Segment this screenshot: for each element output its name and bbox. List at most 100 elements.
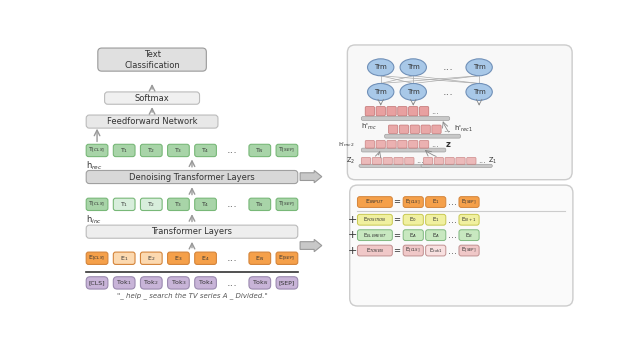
Text: E$_{TOKEN}$: E$_{TOKEN}$ xyxy=(365,246,384,255)
FancyBboxPatch shape xyxy=(372,157,381,164)
Text: z: z xyxy=(446,140,451,149)
Text: E$_{[CLS]}$: E$_{[CLS]}$ xyxy=(88,253,106,263)
FancyBboxPatch shape xyxy=(140,144,162,157)
Text: E$_{[CLS]}$: E$_{[CLS]}$ xyxy=(406,197,421,207)
Text: ...: ... xyxy=(443,87,454,97)
FancyBboxPatch shape xyxy=(403,214,423,225)
Text: h$'_{mc2}$: h$'_{mc2}$ xyxy=(338,140,355,149)
Text: E$_{POSITION}$: E$_{POSITION}$ xyxy=(363,215,387,224)
FancyBboxPatch shape xyxy=(168,144,189,157)
Text: h$_{inc}$: h$_{inc}$ xyxy=(86,214,102,226)
Text: =: = xyxy=(394,231,401,240)
Text: Tok$_3$: Tok$_3$ xyxy=(171,279,186,287)
Ellipse shape xyxy=(400,83,426,101)
FancyBboxPatch shape xyxy=(459,230,479,240)
Text: ...: ... xyxy=(431,107,439,116)
Text: T$_N$: T$_N$ xyxy=(255,200,264,209)
FancyBboxPatch shape xyxy=(195,252,216,265)
Text: ...: ... xyxy=(448,215,457,225)
FancyBboxPatch shape xyxy=(86,115,218,128)
FancyBboxPatch shape xyxy=(423,157,433,164)
Text: T$_3$: T$_3$ xyxy=(174,146,182,155)
FancyBboxPatch shape xyxy=(168,252,189,265)
Text: ...: ... xyxy=(448,246,457,255)
FancyBboxPatch shape xyxy=(86,252,108,265)
Text: E$_{ELEMENT}$: E$_{ELEMENT}$ xyxy=(363,231,387,240)
FancyBboxPatch shape xyxy=(276,198,298,210)
Text: +: + xyxy=(348,246,356,255)
Text: Z$_1$: Z$_1$ xyxy=(488,156,497,166)
Text: ...: ... xyxy=(443,62,454,72)
FancyBboxPatch shape xyxy=(399,125,408,134)
FancyBboxPatch shape xyxy=(362,157,371,164)
FancyBboxPatch shape xyxy=(376,140,385,148)
Text: E$_N$: E$_N$ xyxy=(255,254,264,263)
Ellipse shape xyxy=(466,59,492,76)
FancyBboxPatch shape xyxy=(459,196,479,207)
FancyBboxPatch shape xyxy=(426,245,446,256)
FancyBboxPatch shape xyxy=(86,144,108,157)
FancyBboxPatch shape xyxy=(421,125,430,134)
FancyBboxPatch shape xyxy=(403,196,423,207)
FancyBboxPatch shape xyxy=(348,45,572,180)
Text: ...: ... xyxy=(227,199,238,209)
FancyBboxPatch shape xyxy=(98,48,206,71)
Text: T$_4$: T$_4$ xyxy=(202,146,210,155)
Text: T$_3$: T$_3$ xyxy=(174,200,182,209)
Text: E$_{[SEP]}$: E$_{[SEP]}$ xyxy=(461,246,477,255)
Text: E$_{[CLS]}$: E$_{[CLS]}$ xyxy=(406,246,421,255)
FancyBboxPatch shape xyxy=(113,252,135,265)
Text: E$_A$: E$_A$ xyxy=(410,231,417,240)
Text: [CLS]: [CLS] xyxy=(89,280,106,285)
FancyBboxPatch shape xyxy=(86,277,108,289)
Text: ...: ... xyxy=(448,230,457,240)
FancyBboxPatch shape xyxy=(276,277,298,289)
FancyBboxPatch shape xyxy=(249,252,271,265)
Text: T$_{[SEP]}$: T$_{[SEP]}$ xyxy=(278,146,296,155)
FancyBboxPatch shape xyxy=(195,277,216,289)
FancyBboxPatch shape xyxy=(376,106,385,116)
Text: +: + xyxy=(348,230,356,240)
FancyBboxPatch shape xyxy=(387,106,396,116)
Text: ...: ... xyxy=(431,140,439,149)
FancyBboxPatch shape xyxy=(421,164,492,168)
FancyBboxPatch shape xyxy=(358,214,392,225)
Text: Softmax: Softmax xyxy=(134,94,170,103)
FancyBboxPatch shape xyxy=(408,140,418,148)
FancyBboxPatch shape xyxy=(168,198,189,210)
Text: ...: ... xyxy=(478,156,486,165)
Text: E$_1$: E$_1$ xyxy=(432,198,440,207)
FancyBboxPatch shape xyxy=(456,157,465,164)
FancyBboxPatch shape xyxy=(113,198,135,210)
Text: Trm: Trm xyxy=(407,89,420,95)
FancyBboxPatch shape xyxy=(397,140,407,148)
FancyBboxPatch shape xyxy=(388,125,397,134)
Text: E$_1$: E$_1$ xyxy=(120,254,129,263)
Text: ...: ... xyxy=(227,278,238,288)
Text: h$'_{rec1}$: h$'_{rec1}$ xyxy=(454,124,472,134)
FancyBboxPatch shape xyxy=(86,198,108,210)
Text: E$_0$: E$_0$ xyxy=(410,215,417,224)
FancyBboxPatch shape xyxy=(249,277,271,289)
FancyBboxPatch shape xyxy=(276,252,298,265)
FancyBboxPatch shape xyxy=(403,245,423,256)
FancyBboxPatch shape xyxy=(113,277,135,289)
Text: E$_{INPUT}$: E$_{INPUT}$ xyxy=(365,198,385,207)
FancyBboxPatch shape xyxy=(419,140,429,148)
Text: T$_{[CLS]}$: T$_{[CLS]}$ xyxy=(88,146,106,155)
Text: T$_2$: T$_2$ xyxy=(147,200,156,209)
FancyBboxPatch shape xyxy=(113,144,135,157)
Ellipse shape xyxy=(367,59,394,76)
Text: ...: ... xyxy=(448,197,457,207)
FancyBboxPatch shape xyxy=(408,106,418,116)
Text: E$_A$: E$_A$ xyxy=(432,231,440,240)
FancyBboxPatch shape xyxy=(383,157,392,164)
Text: Transformer Layers: Transformer Layers xyxy=(152,227,232,236)
Text: T$_4$: T$_4$ xyxy=(202,200,210,209)
Text: T$_2$: T$_2$ xyxy=(147,146,156,155)
FancyBboxPatch shape xyxy=(387,140,396,148)
Text: =: = xyxy=(394,215,401,224)
FancyBboxPatch shape xyxy=(358,230,392,240)
Ellipse shape xyxy=(400,59,426,76)
FancyBboxPatch shape xyxy=(365,106,374,116)
